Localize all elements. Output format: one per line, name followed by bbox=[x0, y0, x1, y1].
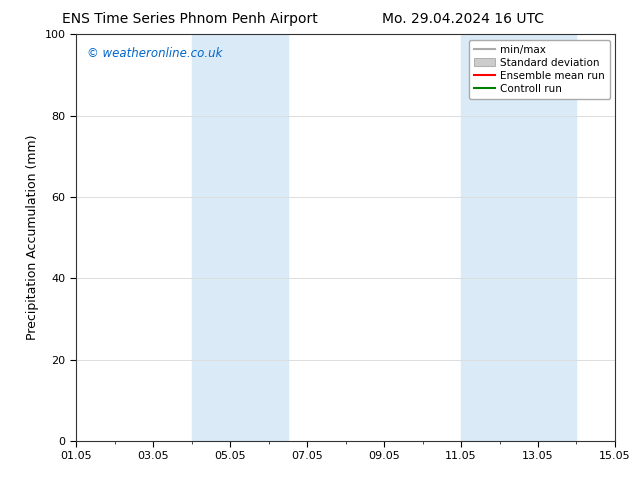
Text: Mo. 29.04.2024 16 UTC: Mo. 29.04.2024 16 UTC bbox=[382, 12, 544, 26]
Bar bbox=[461, 34, 576, 441]
Text: ENS Time Series Phnom Penh Airport: ENS Time Series Phnom Penh Airport bbox=[62, 12, 318, 26]
Text: © weatheronline.co.uk: © weatheronline.co.uk bbox=[87, 47, 223, 59]
Y-axis label: Precipitation Accumulation (mm): Precipitation Accumulation (mm) bbox=[26, 135, 39, 341]
Bar bbox=[191, 34, 288, 441]
Legend: min/max, Standard deviation, Ensemble mean run, Controll run: min/max, Standard deviation, Ensemble me… bbox=[469, 40, 610, 99]
